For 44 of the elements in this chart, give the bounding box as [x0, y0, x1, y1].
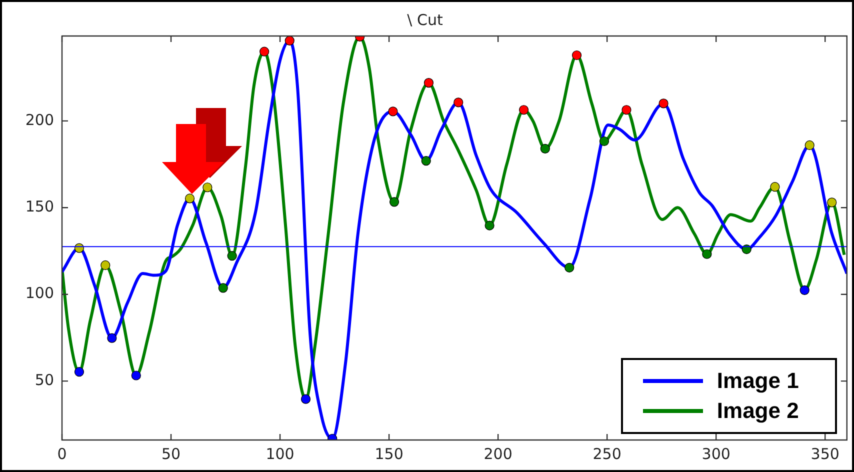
point: [572, 50, 582, 60]
point: [804, 140, 814, 150]
point: [74, 367, 84, 377]
x-tick-label: 250: [592, 444, 622, 463]
x-tick-label: 100: [266, 444, 294, 463]
chart-title: \ Cut: [407, 10, 443, 29]
x-tick-label: 50: [161, 444, 181, 463]
point: [484, 220, 494, 230]
point: [702, 249, 712, 259]
point: [107, 333, 117, 343]
y-tick-label: 50: [34, 370, 54, 389]
point: [658, 98, 668, 108]
point: [564, 262, 574, 272]
point: [827, 198, 837, 208]
point: [388, 106, 398, 116]
y-tick-label: 200: [25, 110, 54, 129]
point: [131, 370, 141, 380]
point: [540, 144, 550, 154]
x-tick-label: 200: [484, 444, 512, 463]
point: [100, 260, 110, 270]
point: [184, 194, 195, 204]
x-tick-label: 0: [57, 444, 67, 463]
point: [260, 46, 270, 56]
point: [454, 98, 464, 108]
point: [518, 105, 529, 115]
point: [202, 182, 212, 192]
point: [622, 105, 632, 115]
x-tick-label: 300: [702, 444, 730, 463]
x-tick-label: 150: [374, 444, 404, 463]
y-tick-label: 100: [25, 284, 54, 302]
point: [300, 394, 311, 404]
point: [227, 251, 237, 261]
point: [389, 197, 400, 207]
point: [599, 136, 610, 146]
legend-label: Image 1: [716, 368, 799, 394]
point: [421, 156, 431, 166]
y-tick-label: 150: [25, 198, 54, 216]
point: [218, 283, 228, 293]
point: [770, 182, 780, 192]
x-tick-label: 350: [810, 444, 840, 463]
point: [284, 36, 294, 46]
point: [800, 285, 810, 295]
point: [424, 78, 434, 88]
legend-label: Image 2: [716, 398, 799, 424]
